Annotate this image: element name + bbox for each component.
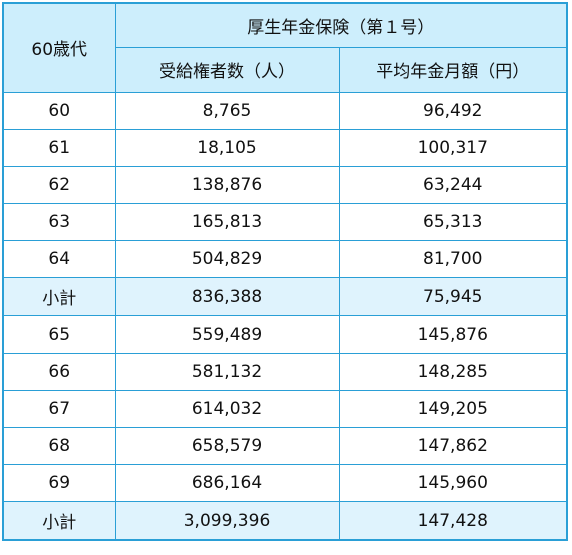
- recipients-cell: 8,765: [114, 91, 340, 130]
- average-cell: 63,244: [338, 165, 568, 205]
- age-cell: 61: [2, 128, 116, 167]
- subtotal-label: 小計: [2, 277, 116, 317]
- table-row: 64 504,829 81,700: [2, 240, 568, 279]
- average-cell: 147,428: [338, 501, 568, 541]
- recipients-column-header: 受給権者数（人）: [114, 46, 340, 93]
- age-cell: 66: [2, 352, 116, 391]
- table-row: 61 18,105 100,317: [2, 128, 568, 167]
- table-row: 67 614,032 149,205: [2, 389, 568, 429]
- average-cell: 147,862: [338, 426, 568, 466]
- average-cell: 75,945: [338, 277, 568, 317]
- recipients-cell: 165,813: [114, 203, 340, 242]
- average-cell: 65,313: [338, 203, 568, 242]
- average-cell: 145,960: [338, 464, 568, 503]
- age-cell: 64: [2, 240, 116, 279]
- average-cell: 100,317: [338, 128, 568, 167]
- recipients-cell: 686,164: [114, 464, 340, 503]
- average-cell: 96,492: [338, 91, 568, 130]
- table-row: 62 138,876 63,244: [2, 165, 568, 205]
- table-row: 66 581,132 148,285: [2, 352, 568, 391]
- age-group-header: 60歳代: [2, 2, 116, 93]
- recipients-cell: 3,099,396: [114, 501, 340, 541]
- recipients-cell: 138,876: [114, 165, 340, 205]
- age-cell: 67: [2, 389, 116, 429]
- age-cell: 60: [2, 91, 116, 130]
- table-row: 69 686,164 145,960: [2, 464, 568, 503]
- average-cell: 149,205: [338, 389, 568, 429]
- average-cell: 145,876: [338, 315, 568, 354]
- recipients-cell: 18,105: [114, 128, 340, 167]
- age-cell: 63: [2, 203, 116, 242]
- age-cell: 65: [2, 315, 116, 354]
- group-title-header: 厚生年金保険（第１号）: [114, 2, 568, 48]
- table-row: 65 559,489 145,876: [2, 315, 568, 354]
- subtotal-label: 小計: [2, 501, 116, 541]
- pension-table-container: 60歳代 厚生年金保険（第１号） 受給権者数（人） 平均年金月額（円） 60 8…: [2, 2, 568, 542]
- recipients-cell: 836,388: [114, 277, 340, 317]
- subtotal-row: 小計 836,388 75,945: [2, 277, 568, 317]
- recipients-cell: 614,032: [114, 389, 340, 429]
- average-cell: 148,285: [338, 352, 568, 391]
- average-column-header: 平均年金月額（円）: [338, 46, 568, 93]
- age-cell: 62: [2, 165, 116, 205]
- subtotal-row: 小計 3,099,396 147,428: [2, 501, 568, 541]
- table-row: 68 658,579 147,862: [2, 426, 568, 466]
- recipients-cell: 559,489: [114, 315, 340, 354]
- average-cell: 81,700: [338, 240, 568, 279]
- pension-table: 60歳代 厚生年金保険（第１号） 受給権者数（人） 平均年金月額（円） 60 8…: [2, 2, 568, 542]
- recipients-cell: 581,132: [114, 352, 340, 391]
- age-cell: 68: [2, 426, 116, 466]
- age-cell: 69: [2, 464, 116, 503]
- recipients-cell: 658,579: [114, 426, 340, 466]
- recipients-cell: 504,829: [114, 240, 340, 279]
- table-row: 60 8,765 96,492: [2, 91, 568, 130]
- table-row: 63 165,813 65,313: [2, 203, 568, 242]
